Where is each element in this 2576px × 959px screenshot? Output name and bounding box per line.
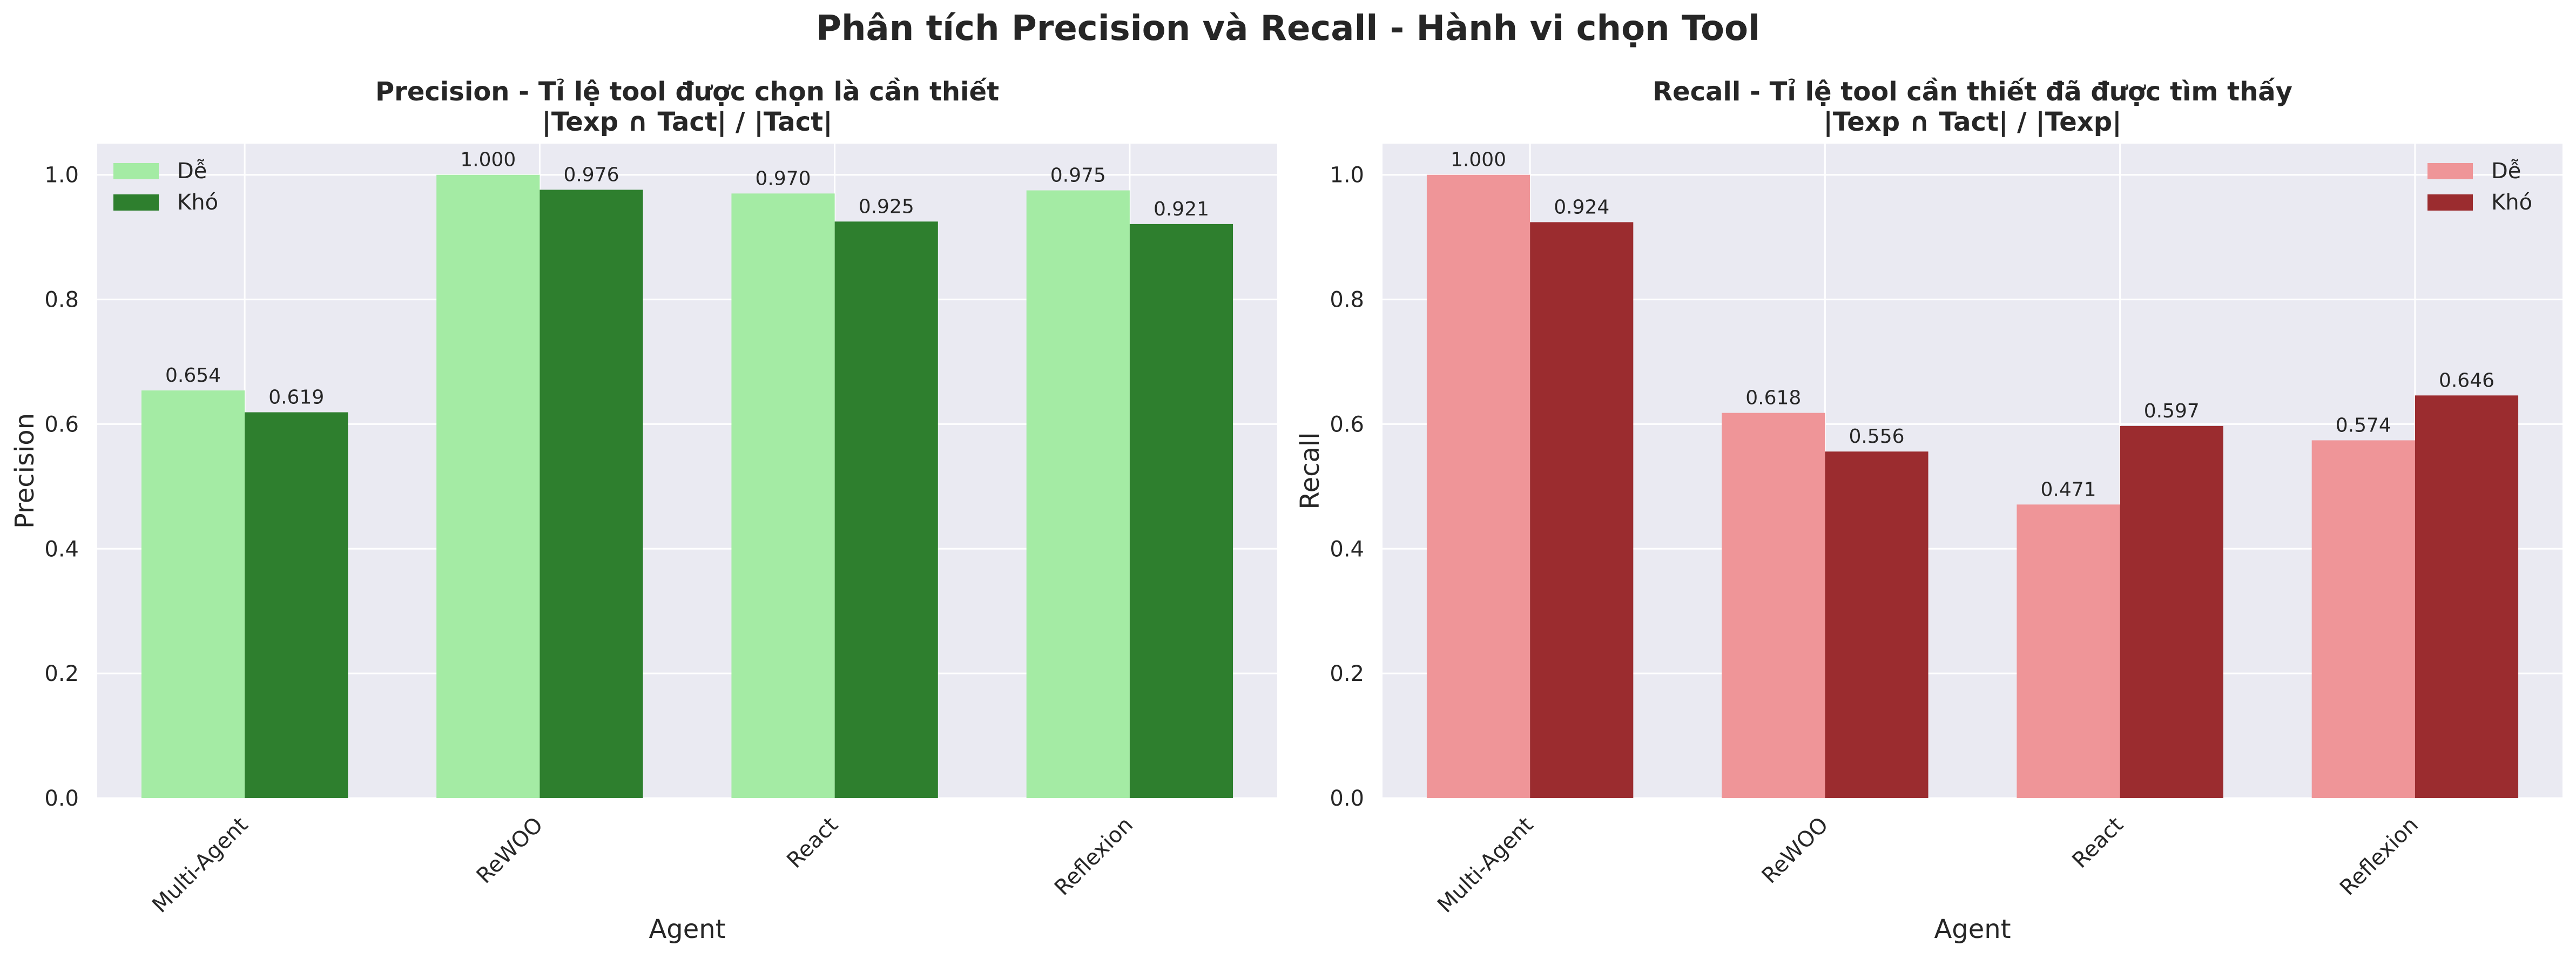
y-tick-label: 0.8 bbox=[44, 288, 79, 313]
bar bbox=[2120, 426, 2223, 798]
chart-subtitle: |Texp ∩ Tact| / |Texp| bbox=[1823, 107, 2121, 137]
chart-title: Recall - Tỉ lệ tool cần thiết đã được tì… bbox=[1653, 77, 2292, 107]
legend-label: Khó bbox=[2491, 190, 2532, 215]
y-tick-label: 0.2 bbox=[44, 661, 79, 686]
chart-title: Precision - Tỉ lệ tool được chọn là cần … bbox=[375, 77, 999, 107]
x-axis-label: Agent bbox=[649, 914, 725, 944]
bar-value-label: 0.471 bbox=[2041, 478, 2096, 501]
bar-value-label: 1.000 bbox=[1451, 149, 1506, 171]
bar-value-label: 0.597 bbox=[2144, 400, 2200, 422]
bar-value-label: 0.654 bbox=[165, 364, 221, 387]
bar-value-label: 0.925 bbox=[859, 195, 914, 218]
y-tick-label: 0.6 bbox=[44, 412, 79, 437]
legend-swatch bbox=[113, 194, 159, 211]
bar-value-label: 0.646 bbox=[2439, 369, 2494, 391]
y-tick-label: 1.0 bbox=[1330, 163, 1364, 188]
bar bbox=[1530, 222, 1634, 799]
x-axis-label: Agent bbox=[1934, 914, 2011, 944]
bar-value-label: 0.618 bbox=[1745, 387, 1801, 409]
bar-value-label: 0.975 bbox=[1050, 165, 1106, 187]
bar-value-label: 0.556 bbox=[1849, 426, 1904, 448]
chart-subtitle: |Texp ∩ Tact| / |Tact| bbox=[542, 107, 832, 137]
bar-value-label: 0.924 bbox=[1554, 196, 1609, 218]
y-tick-label: 0.4 bbox=[1330, 537, 1364, 562]
bar-value-label: 0.619 bbox=[268, 386, 324, 408]
y-axis-label: Precision bbox=[10, 413, 40, 529]
y-tick-label: 0.0 bbox=[44, 786, 79, 811]
legend-label: Khó bbox=[177, 190, 218, 215]
bar bbox=[834, 221, 938, 799]
y-tick-label: 0.2 bbox=[1330, 661, 1364, 686]
bar bbox=[1825, 451, 1928, 798]
bar bbox=[1129, 224, 1233, 799]
bar bbox=[1026, 190, 1130, 799]
bar bbox=[2415, 395, 2519, 798]
legend-swatch bbox=[113, 163, 159, 179]
bar bbox=[2311, 440, 2415, 798]
y-tick-label: 0.6 bbox=[1330, 412, 1364, 437]
bar-value-label: 0.970 bbox=[756, 167, 811, 190]
legend-swatch bbox=[2427, 194, 2473, 211]
bar bbox=[141, 390, 245, 798]
bar bbox=[540, 190, 643, 799]
bar bbox=[731, 193, 835, 798]
bar bbox=[436, 174, 540, 798]
figure-title: Phân tích Precision và Recall - Hành vi … bbox=[816, 9, 1760, 49]
y-tick-label: 0.0 bbox=[1330, 786, 1364, 811]
bar bbox=[2017, 504, 2120, 798]
bar bbox=[245, 412, 348, 798]
bar-value-label: 0.921 bbox=[1154, 198, 1209, 220]
bar bbox=[1426, 174, 1530, 798]
bar-value-label: 1.000 bbox=[460, 149, 516, 171]
y-axis-label: Recall bbox=[1295, 432, 1325, 509]
bar-value-label: 0.976 bbox=[563, 164, 619, 186]
bar-value-label: 0.574 bbox=[2336, 414, 2391, 436]
bar bbox=[1722, 413, 1825, 798]
y-tick-label: 0.8 bbox=[1330, 288, 1364, 313]
legend-label: Dễ bbox=[2491, 159, 2521, 184]
y-tick-label: 1.0 bbox=[44, 163, 79, 188]
legend-swatch bbox=[2427, 163, 2473, 179]
legend-label: Dễ bbox=[177, 159, 207, 184]
y-tick-label: 0.4 bbox=[44, 537, 79, 562]
